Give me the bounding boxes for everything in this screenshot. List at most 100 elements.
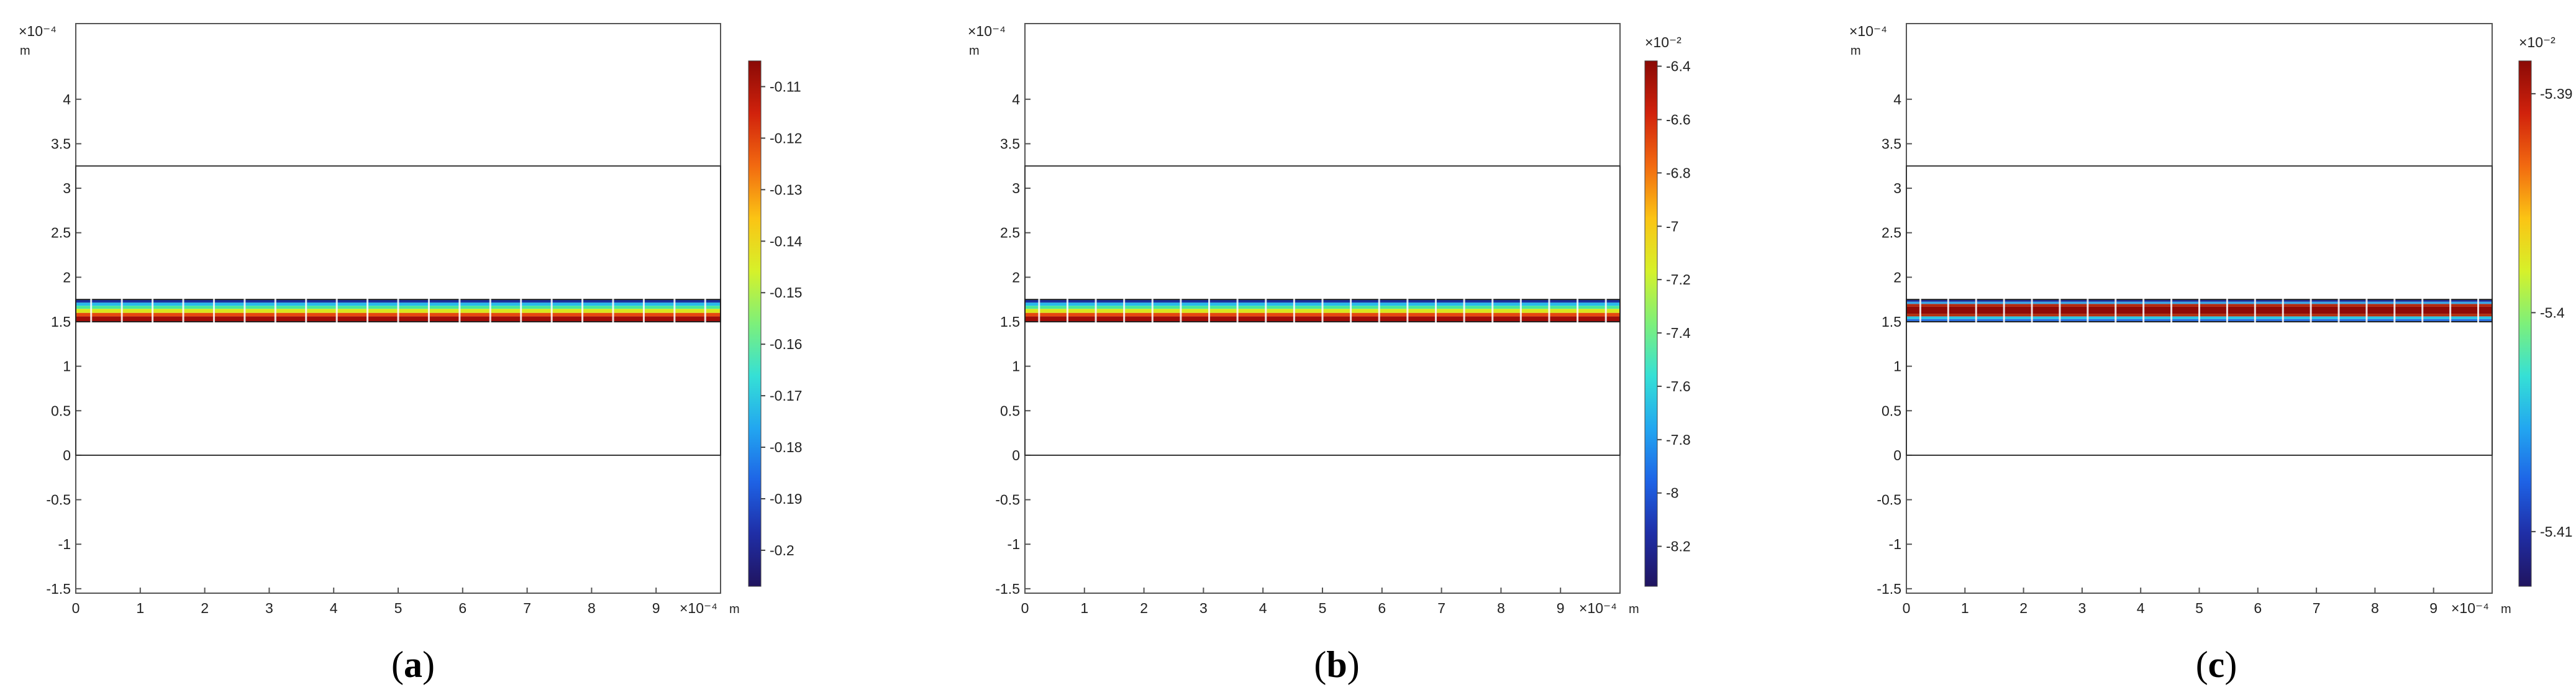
colorbar-tick-label: -0.19 (770, 491, 802, 507)
x-tick-label: 7 (523, 600, 531, 616)
x-tick-label: 6 (1378, 600, 1386, 616)
y-axis-unit: m (20, 44, 30, 58)
y-tick-label: 1 (63, 358, 71, 375)
colorbar-tick-label: -7 (1666, 218, 1678, 234)
y-tick-label: 4 (63, 91, 71, 107)
y-tick-label: 3.5 (51, 135, 71, 152)
y-tick-label: 0 (63, 447, 71, 463)
x-axis-exponent: ×10⁻⁴ (1579, 600, 1617, 616)
x-tick-label: 2 (1140, 600, 1148, 616)
y-tick-label: 2 (1893, 269, 1901, 285)
y-tick-label: -1 (1008, 536, 1020, 552)
colorbar-tick-label: -8 (1666, 485, 1678, 501)
x-tick-label: 9 (652, 600, 660, 616)
colorbar (748, 60, 762, 587)
x-tick-label: 6 (2254, 600, 2262, 616)
x-tick-label: 3 (1199, 600, 1208, 616)
x-tick-label: 1 (1080, 600, 1088, 616)
y-axis-unit: m (1850, 44, 1861, 58)
panel-a: 43.532.521.510.50-0.5-1-1.50 1 2 3 4 5 6 7 8 9×10… (19, 23, 803, 685)
y-tick-label: -1 (58, 536, 71, 552)
colorbar-tick-label: -0.11 (770, 78, 801, 94)
y-tick-label: 3 (63, 180, 71, 196)
x-tick-label: 3 (2078, 600, 2087, 616)
y-tick-label: 2 (63, 269, 71, 285)
colorbar-tick-label: -5.4 (2540, 304, 2565, 320)
x-tick-label: 9 (1557, 600, 1565, 616)
y-tick-label: 1.5 (1000, 314, 1020, 330)
x-axis-exponent: ×10⁻⁴ (2451, 600, 2489, 616)
y-tick-label: 3 (1012, 180, 1020, 196)
colorbar-tick-label: -6.4 (1666, 58, 1691, 75)
colorbar-tick-label: -6.8 (1666, 165, 1691, 181)
x-axis-unit: m (729, 602, 740, 616)
colorbar-tick-label: -0.12 (770, 130, 802, 146)
panel-caption-letter: c (2208, 644, 2225, 685)
colorbar-exponent: ×10⁻² (1645, 34, 1682, 50)
y-tick-label: 4 (1893, 91, 1901, 107)
y-tick-label: 1.5 (51, 314, 71, 330)
y-tick-label: 0.5 (51, 402, 71, 419)
colorbar-exponent: ×10⁻² (2519, 34, 2556, 50)
colorbar-tick-label: -0.15 (770, 284, 802, 301)
y-tick-label: 0.5 (1000, 402, 1020, 419)
y-tick-label: 0 (1893, 447, 1901, 463)
colorbar-tick-label: -7.2 (1666, 271, 1691, 288)
x-tick-label: 5 (1319, 600, 1327, 616)
x-tick-label: 6 (458, 600, 467, 616)
y-tick-label: -1.5 (995, 581, 1020, 597)
colorbar (1644, 60, 1658, 587)
x-tick-label: 4 (330, 600, 338, 616)
x-tick-label: 2 (2019, 600, 2028, 616)
y-tick-label: -1 (1889, 536, 1901, 552)
colorbar (2518, 60, 2532, 587)
x-tick-label: 1 (1961, 600, 1969, 616)
x-tick-label: 3 (265, 600, 273, 616)
panel-caption: (c) (2196, 644, 2237, 685)
panel-caption-letter: a (404, 644, 422, 685)
x-tick-label: 7 (2313, 600, 2321, 616)
y-tick-label: -1.5 (1877, 581, 1901, 597)
y-axis-exponent: ×10⁻⁴ (19, 23, 57, 39)
y-tick-label: 1 (1012, 358, 1020, 375)
x-tick-label: 1 (136, 600, 144, 616)
colorbar-tick-label: -0.2 (770, 542, 794, 558)
colorbar-tick-label: -7.6 (1666, 378, 1691, 394)
x-tick-label: 7 (1437, 600, 1445, 616)
panel-b: 43.532.521.510.50-0.5-1-1.50 1 2 3 4 5 6 7 8 9×10… (968, 23, 1691, 685)
x-axis-exponent: ×10⁻⁴ (680, 600, 717, 616)
colorbar-tick-label: -5.39 (2540, 86, 2572, 102)
colorbar-tick-label: -6.6 (1666, 111, 1691, 127)
y-axis-unit: m (969, 44, 980, 58)
colorbar-tick-label: -0.14 (770, 233, 803, 249)
colorbar-tick-label: -0.13 (770, 181, 802, 198)
colorbar-tick-label: -7.8 (1666, 432, 1691, 448)
colorbar-tick-label: -5.41 (2540, 524, 2572, 540)
panel-caption: (a) (391, 644, 435, 685)
y-tick-label: 0 (1012, 447, 1020, 463)
y-tick-label: 1 (1893, 358, 1901, 375)
panel-caption: (b) (1314, 644, 1359, 685)
y-tick-label: 3.5 (1000, 135, 1020, 152)
panel-c: 43.532.521.510.50-0.5-1-1.50 1 2 3 4 5 6 7 8 9×10… (1849, 23, 2572, 685)
y-tick-label: 2.5 (51, 225, 71, 241)
colorbar-tick-label: -8.2 (1666, 539, 1691, 555)
x-tick-label: 0 (1021, 600, 1029, 616)
x-tick-label: 2 (201, 600, 209, 616)
y-tick-label: 0.5 (1882, 402, 1901, 419)
x-tick-label: 9 (2429, 600, 2437, 616)
y-axis-exponent: ×10⁻⁴ (968, 23, 1006, 39)
y-tick-label: 2.5 (1000, 225, 1020, 241)
x-tick-label: 0 (72, 600, 80, 616)
panel-caption-letter: b (1326, 644, 1347, 685)
x-tick-label: 4 (2137, 600, 2145, 616)
y-tick-label: 3.5 (1882, 135, 1901, 152)
y-tick-label: 1.5 (1882, 314, 1901, 330)
x-tick-label: 8 (2371, 600, 2379, 616)
x-tick-label: 4 (1259, 600, 1267, 616)
y-tick-label: 2.5 (1882, 225, 1901, 241)
y-tick-label: 4 (1012, 91, 1020, 107)
x-tick-label: 5 (2195, 600, 2203, 616)
colorbar-tick-label: -0.18 (770, 439, 802, 455)
